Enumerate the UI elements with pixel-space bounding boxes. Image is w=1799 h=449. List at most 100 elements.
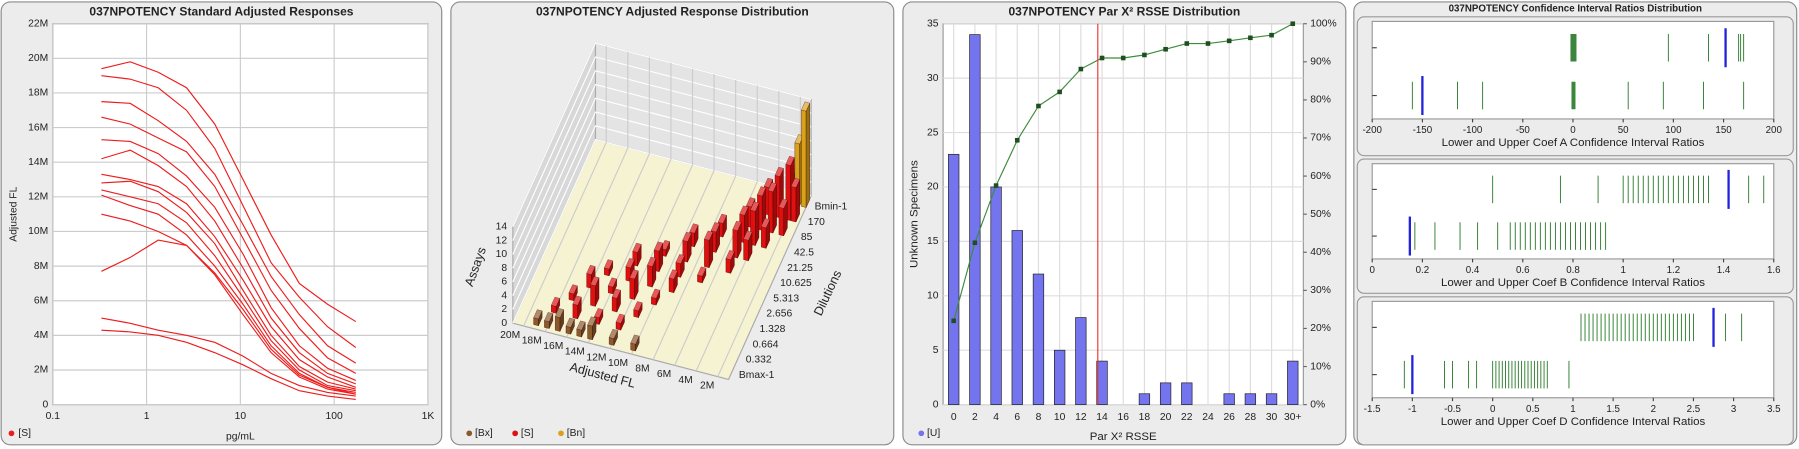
bar-shade — [661, 240, 670, 250]
bar-face — [565, 317, 575, 328]
bar-shade — [761, 218, 770, 228]
bar — [969, 34, 981, 405]
bar-shade — [647, 257, 656, 267]
x-tick-label: 20 — [1160, 412, 1172, 423]
bar-face — [746, 197, 756, 208]
bar-face — [590, 276, 600, 286]
bar-shade — [697, 266, 706, 277]
bar-shade — [560, 309, 564, 332]
curve — [101, 194, 356, 394]
x-tick-label: 0.4 — [1466, 265, 1480, 276]
bar-face — [633, 301, 643, 311]
bar — [660, 240, 670, 257]
x-tick-label: 10 — [1054, 412, 1066, 423]
curve — [101, 213, 356, 395]
x-tick-label: 20M — [500, 330, 520, 341]
y-tick-label: 20M — [28, 53, 48, 64]
bar — [587, 316, 597, 341]
cumulative-point — [1142, 52, 1147, 58]
chart-title: 037NPOTENCY Standard Adjusted Responses — [89, 4, 353, 18]
bar-face — [572, 295, 582, 306]
bar-shade — [725, 250, 735, 260]
x-tick-label: 2.5 — [1687, 404, 1701, 415]
bar-shade — [711, 222, 720, 232]
bar-face — [647, 256, 657, 267]
y-tick-label: 15 — [927, 236, 939, 247]
y-axis-label: Adjusted FL — [8, 186, 19, 241]
z-tick-label: 12 — [496, 235, 508, 246]
y-tick-label: 18M — [28, 88, 48, 99]
bar — [630, 334, 640, 352]
bar-face — [611, 296, 618, 313]
bar-face — [801, 109, 807, 208]
bar-shade — [565, 318, 575, 328]
bar — [533, 309, 543, 327]
bar-shade — [608, 277, 617, 288]
y2-tick-label: 70% — [1310, 133, 1331, 144]
bar-face — [774, 166, 784, 177]
category-label: 10.625 — [780, 278, 812, 289]
bar-shade — [637, 244, 642, 267]
bar-face — [615, 313, 625, 324]
y2-tick-label: 20% — [1310, 323, 1331, 334]
bar-shade — [625, 258, 635, 268]
bar-face — [647, 265, 653, 288]
bar-shade — [764, 178, 773, 188]
y-tick-label: 4M — [34, 330, 48, 341]
cumulative-point — [1014, 137, 1020, 143]
bar-shade — [702, 268, 706, 284]
x-tick-label: 1.2 — [1667, 265, 1681, 276]
category-label: 0.664 — [753, 339, 779, 350]
y-tick-label: 5 — [933, 345, 939, 356]
curve — [101, 149, 356, 385]
bar-face — [544, 320, 550, 329]
bar — [732, 220, 742, 259]
bar — [568, 284, 578, 302]
bar-shade — [630, 334, 640, 345]
bar-face — [704, 238, 710, 268]
grid-line — [652, 79, 737, 361]
y-tick-label: 35 — [927, 18, 939, 29]
curve — [101, 317, 356, 397]
bar-face — [668, 269, 678, 280]
bar-face — [572, 303, 578, 320]
bar-face — [576, 320, 586, 331]
x-tick-label: -150 — [1413, 125, 1433, 136]
bar — [1223, 393, 1235, 405]
bar-face — [629, 269, 639, 280]
x-tick-label: 2 — [1651, 404, 1656, 415]
curve — [101, 180, 356, 390]
bar — [576, 320, 586, 338]
bar-face — [791, 186, 797, 223]
x-tick-label: -200 — [1362, 125, 1382, 136]
bar-face — [750, 201, 760, 212]
bar-face — [533, 309, 543, 320]
grid-line — [512, 97, 812, 283]
bar — [743, 230, 753, 262]
bar-face — [555, 316, 561, 332]
bar-face — [778, 198, 788, 209]
x-tick-label: -1 — [1408, 404, 1417, 415]
bar-shade — [722, 215, 727, 238]
bar — [761, 218, 770, 249]
bar-face — [544, 312, 554, 322]
bar-shade — [570, 319, 575, 335]
cumulative-point — [1226, 38, 1232, 44]
bar-face — [651, 288, 661, 299]
z-tick-label: 4 — [501, 290, 507, 301]
y2-tick-label: 10% — [1310, 361, 1331, 372]
x-tick-label: 0 — [1570, 125, 1576, 136]
y-tick-label: 16M — [28, 122, 48, 133]
bar-shade — [750, 201, 759, 212]
x-tick-label: 3 — [1731, 404, 1736, 415]
bar-shade — [755, 203, 759, 246]
bar — [1159, 382, 1172, 405]
bar-shade — [638, 302, 643, 318]
category-label: 2.656 — [766, 309, 792, 320]
legend-label: [S] — [18, 428, 31, 439]
bar-face — [704, 230, 714, 241]
bar-shade — [632, 243, 642, 253]
bar — [801, 101, 811, 208]
curve — [101, 239, 356, 395]
bar-shade — [634, 270, 639, 300]
